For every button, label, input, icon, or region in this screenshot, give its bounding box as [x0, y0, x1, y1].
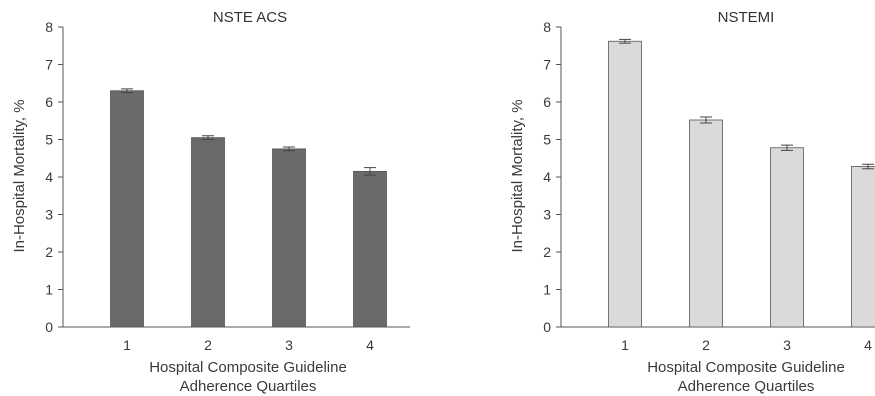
- chart-1-y-tick-label: 2: [45, 244, 53, 260]
- chart-1-bar: [191, 137, 225, 328]
- chart-2-y-tick-label: 3: [543, 207, 551, 223]
- chart-2-y-tick-label: 6: [543, 94, 551, 110]
- chart-1-x-tick-label: 2: [204, 337, 212, 353]
- chart-2-y-tick-label: 4: [543, 169, 551, 185]
- chart-1-y-tick-label: 5: [45, 132, 53, 148]
- chart-1-y-tick-label: 6: [45, 94, 53, 110]
- chart-2-y-axis-label: In-Hospital Mortality, %: [509, 99, 526, 252]
- chart-1-y-tick-label: 8: [45, 19, 53, 35]
- chart-2-bar: [689, 119, 723, 328]
- chart-2-bar: [608, 40, 642, 328]
- chart-2-y-tick-label: 2: [543, 244, 551, 260]
- chart-1-y-axis-label: In-Hospital Mortality, %: [11, 99, 28, 252]
- chart-1-title: NSTE ACS: [213, 9, 287, 26]
- chart-2-y-tick-label: 0: [543, 319, 551, 335]
- chart-2-x-tick-label: 2: [702, 337, 710, 353]
- chart-1-x-axis-label-line2: Adherence Quartiles: [180, 378, 317, 395]
- chart-2-x-tick-label: 4: [864, 337, 872, 353]
- chart-2-y-tick-label: 8: [543, 19, 551, 35]
- chart-2-x-axis-label-line1: Hospital Composite Guideline: [647, 359, 845, 376]
- chart-1-x-tick-label: 3: [285, 337, 293, 353]
- chart-2-bar: [851, 166, 875, 328]
- chart-1-y-tick-label: 3: [45, 207, 53, 223]
- chart-2-bar: [770, 147, 804, 328]
- chart-2-x-tick-label: 3: [783, 337, 791, 353]
- chart-1-y-tick-label: 1: [45, 282, 53, 298]
- chart-2-x-tick-label: 1: [621, 337, 629, 353]
- chart-1-y-tick-label: 0: [45, 319, 53, 335]
- chart-1-bar: [110, 90, 144, 328]
- chart-1-y-tick-label: 7: [45, 57, 53, 73]
- chart-2-y-tick-label: 7: [543, 57, 551, 73]
- chart-2-x-axis-label-line2: Adherence Quartiles: [678, 378, 815, 395]
- chart-1-x-axis-label-line1: Hospital Composite Guideline: [149, 359, 347, 376]
- chart-1-bar: [272, 148, 306, 328]
- chart-1-y-tick-label: 4: [45, 169, 53, 185]
- chart-1-x-tick-label: 1: [123, 337, 131, 353]
- chart-1-x-tick-label: 4: [366, 337, 374, 353]
- chart-1-bar: [353, 170, 387, 328]
- chart-2-y-tick-label: 1: [543, 282, 551, 298]
- chart-2-y-tick-label: 5: [543, 132, 551, 148]
- chart-2-title: NSTEMI: [718, 9, 775, 26]
